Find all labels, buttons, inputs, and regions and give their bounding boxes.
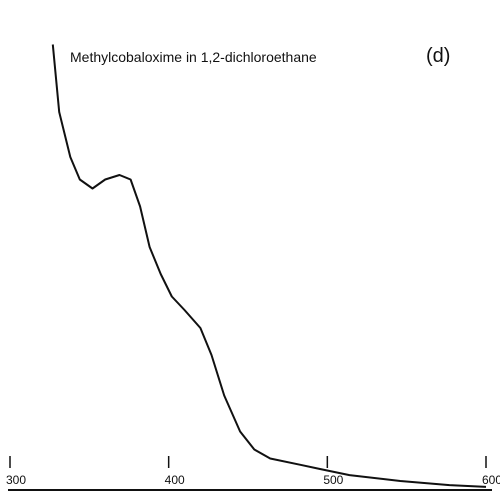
x-tick-label: 600 bbox=[482, 473, 500, 487]
chart-title: Methylcobaloxime in 1,2-dichloroethane bbox=[70, 49, 317, 65]
spectrum-line bbox=[51, 44, 487, 488]
x-tick-label: 300 bbox=[6, 473, 26, 487]
x-tick-label: 400 bbox=[165, 473, 185, 487]
x-tick-label: 500 bbox=[323, 473, 343, 487]
panel-label: (d) bbox=[426, 45, 450, 67]
